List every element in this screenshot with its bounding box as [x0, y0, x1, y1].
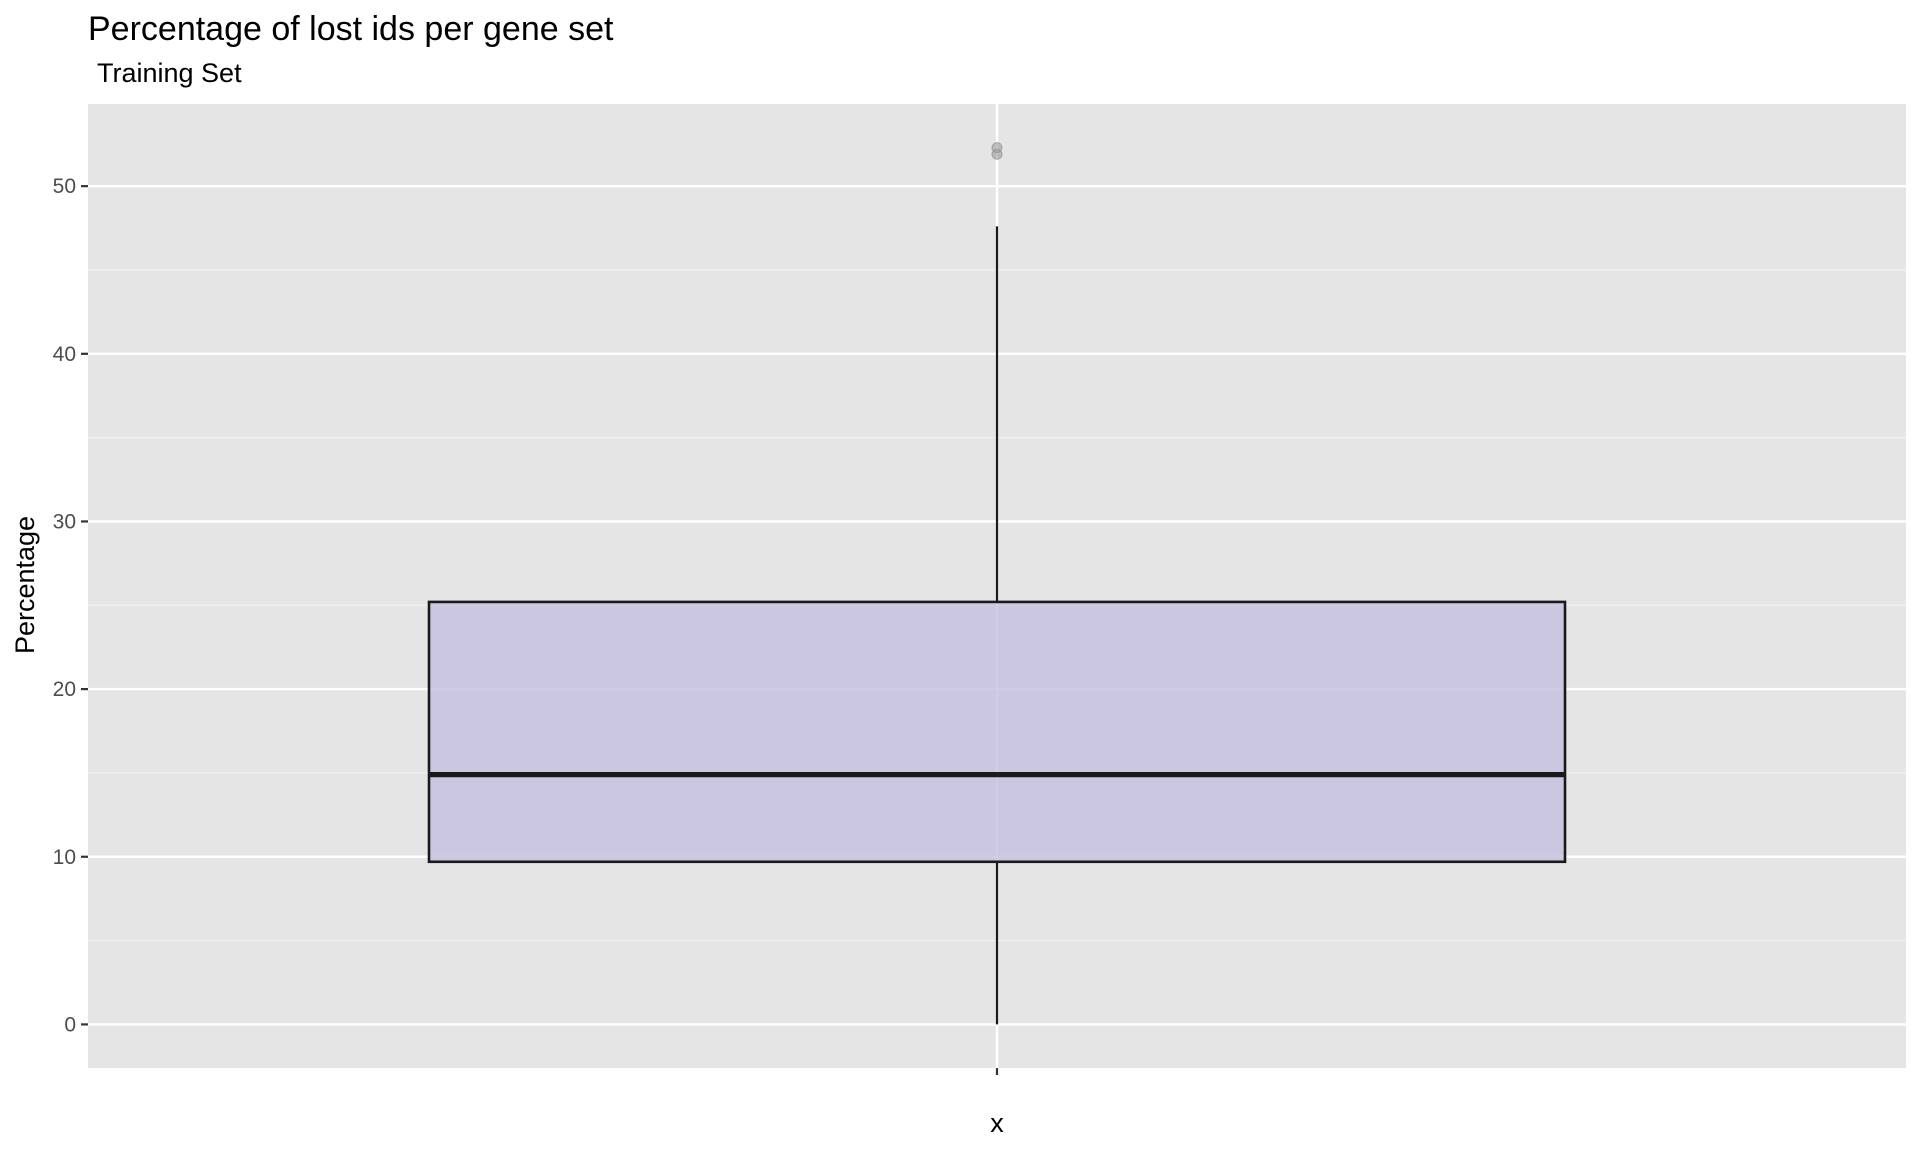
y-tick-label: 0 [64, 1013, 76, 1036]
chart-subtitle: Training Set [97, 58, 242, 88]
y-tick-label: 40 [53, 343, 76, 366]
x-axis-title: x [990, 1108, 1004, 1138]
y-tick-label: 30 [53, 510, 76, 533]
outlier-point [991, 142, 1003, 154]
box-iqr [427, 600, 1567, 864]
plot-area: 0 10 20 30 40 50 [53, 104, 1906, 1075]
y-axis-title: Percentage [10, 516, 40, 654]
chart-title: Percentage of lost ids per gene set [88, 10, 614, 48]
y-tick-label: 10 [53, 846, 76, 869]
y-tick-label: 20 [53, 678, 76, 701]
y-tick-label: 50 [53, 175, 76, 198]
